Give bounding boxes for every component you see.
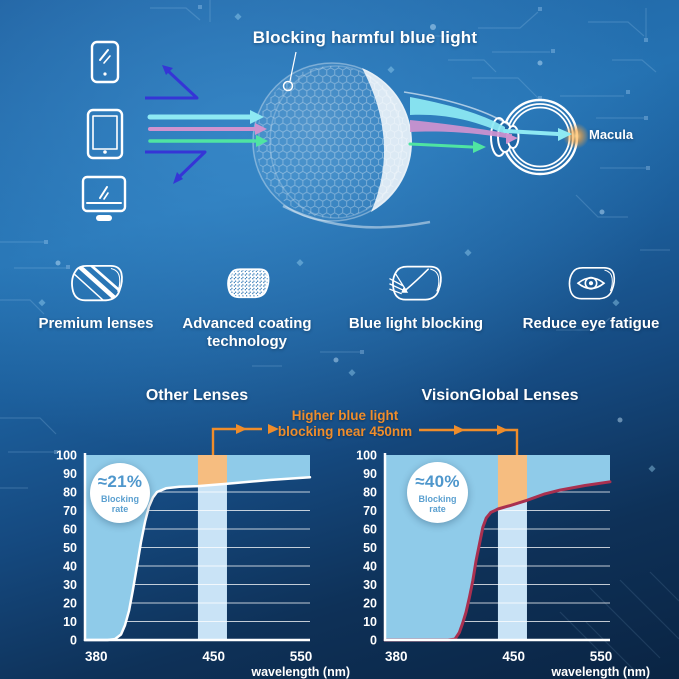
y-tick-label: 10 — [63, 615, 77, 629]
annotation-line1: Higher blue light — [291, 408, 399, 423]
smartphone-icon — [90, 40, 120, 84]
y-tick-label: 50 — [363, 541, 377, 555]
y-tick-label: 10 — [363, 615, 377, 629]
leader-ring — [282, 80, 294, 92]
chart-title-visionglobal-lenses: VisionGlobal Lenses — [421, 387, 579, 404]
striped-lens-icon — [16, 261, 176, 307]
feature-label: Advanced coating technology — [182, 315, 312, 350]
dotted-coating-lens-icon — [167, 261, 327, 307]
y-tick-label: 30 — [363, 578, 377, 592]
chart-plot-1: 0 10 20 30 40 50 60 70 80 90 100 380 450 550wavelengt… — [356, 449, 650, 679]
feature-label: Blue light blocking — [348, 315, 484, 332]
badge-label: Blocking rate — [100, 494, 139, 514]
y-tick-label: 0 — [70, 634, 77, 648]
y-tick-label: 70 — [363, 504, 377, 518]
tablet-icon — [86, 108, 124, 160]
x-tick-label: 550 — [590, 649, 613, 664]
x-axis-title: wavelength (nm) — [550, 665, 650, 679]
y-tick-label: 60 — [363, 523, 377, 537]
x-tick-label: 550 — [290, 649, 313, 664]
y-tick-label: 50 — [63, 541, 77, 555]
transmitted-beams — [403, 91, 572, 153]
annotation-higher-blocking: Higher blue light blocking near 450nm — [253, 408, 437, 440]
y-tick-label: 90 — [63, 467, 77, 481]
x-axis-title: wavelength (nm) — [250, 665, 350, 679]
blocking-curve — [83, 475, 312, 642]
y-tick-label: 0 — [370, 634, 377, 648]
y-tick-label: 20 — [363, 597, 377, 611]
y-tick-label: 60 — [63, 523, 77, 537]
macula-label: Macula — [589, 127, 634, 142]
feature-advanced-coating: Advanced coating technology — [167, 261, 327, 351]
y-tick-label: 30 — [63, 578, 77, 592]
x-tick-label: 380 — [85, 649, 108, 664]
coated-lens-graphic — [252, 51, 431, 229]
lens-rim-highlight — [362, 68, 412, 212]
honeycomb-coating — [256, 66, 408, 218]
y-tick-label: 80 — [63, 486, 77, 500]
y-tick-label: 80 — [363, 486, 377, 500]
y-tick-label: 20 — [63, 597, 77, 611]
y-tick-label: 40 — [63, 560, 77, 574]
x-tick-label: 450 — [502, 649, 525, 664]
x-tick-label: 450 — [202, 649, 225, 664]
macula-glow — [563, 123, 589, 149]
eye-in-lens-icon — [505, 261, 677, 307]
badge-value: ≈21% — [97, 472, 143, 491]
page-title: Blocking harmful blue light — [252, 28, 478, 47]
y-tick-label: 40 — [363, 560, 377, 574]
chart-plot-0: 0 10 20 30 40 50 60 70 80 90 100 380 450 550wavelengt… — [56, 449, 350, 679]
incoming-light-rays — [147, 110, 268, 147]
feature-premium-lenses: Premium lenses — [16, 261, 176, 333]
ray-blocking-lens-icon — [336, 261, 496, 307]
y-tick-label: 100 — [56, 449, 77, 463]
chart-title-other-lenses: Other Lenses — [145, 387, 249, 404]
annotation-connector-left — [211, 424, 279, 467]
title-leader-line — [289, 51, 297, 82]
blocking-rate-badge-other: ≈21% Blocking rate — [90, 463, 150, 523]
badge-label: Blocking rate — [418, 493, 457, 514]
annotation-line2: blocking near 450nm — [277, 424, 413, 439]
feature-label: Premium lenses — [38, 315, 154, 332]
blocking-rate-badge-visionglobal: ≈40% Blocking rate — [407, 462, 468, 523]
x-tick-label: 380 — [385, 649, 408, 664]
y-tick-label: 100 — [356, 449, 377, 463]
y-tick-label: 70 — [63, 504, 77, 518]
badge-value: ≈40% — [415, 471, 460, 491]
y-tick-label: 90 — [363, 467, 377, 481]
feature-label: Reduce eye fatigue — [522, 315, 660, 332]
blocking-curve — [383, 480, 612, 642]
monitor-icon — [81, 175, 127, 221]
feature-blue-light-blocking: Blue light blocking — [336, 261, 496, 333]
reflected-blue-arrows — [145, 65, 207, 184]
feature-reduce-eye-fatigue: Reduce eye fatigue — [505, 261, 677, 333]
